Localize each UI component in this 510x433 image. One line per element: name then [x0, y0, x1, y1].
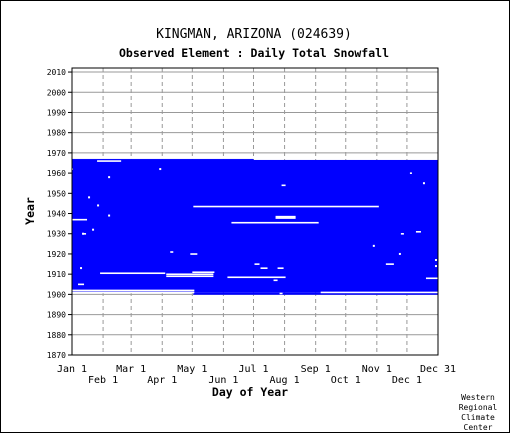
missing-segment — [279, 292, 283, 295]
missing-segment — [192, 271, 215, 274]
missing-segment — [275, 215, 296, 218]
missing-segment — [400, 233, 404, 235]
missing-segment — [275, 217, 296, 219]
missing-point — [159, 168, 162, 171]
missing-segment — [254, 263, 260, 265]
missing-segment — [409, 172, 412, 174]
missing-segment — [193, 205, 379, 208]
missing-point — [422, 182, 425, 185]
y-tick-label: 1960 — [47, 169, 66, 178]
missing-segment — [78, 283, 85, 286]
chart-subtitle: Observed Element : Daily Total Snowfall — [119, 46, 389, 60]
missing-segment — [385, 263, 394, 265]
missing-point — [92, 228, 95, 231]
x-tick-label: Aug 1 — [270, 375, 300, 386]
y-tick-label: 1930 — [47, 230, 66, 239]
missing-segment — [320, 291, 438, 294]
missing-segment — [227, 276, 286, 279]
x-tick-label: Dec 31 — [420, 364, 456, 375]
y-tick-label: 2010 — [47, 68, 66, 77]
missing-segment — [166, 273, 214, 276]
x-tick-label: Jun 1 — [208, 375, 238, 386]
missing-segment — [231, 221, 319, 224]
y-tick-label: 1910 — [47, 270, 66, 279]
missing-segment — [83, 233, 87, 235]
y-tick-label: 1980 — [47, 129, 66, 138]
missing-point — [88, 196, 91, 199]
x-tick-label: Jan 1 — [57, 364, 87, 375]
missing-segment — [100, 272, 166, 275]
x-tick-label: Oct 1 — [331, 375, 361, 386]
missing-segment — [415, 231, 421, 233]
missing-point — [80, 267, 83, 270]
missing-point — [97, 204, 100, 207]
data-block-main — [72, 159, 438, 293]
x-tick-label: Dec 1 — [392, 375, 422, 386]
missing-point — [434, 259, 437, 262]
y-tick-label: 1890 — [47, 311, 66, 320]
missing-point — [434, 265, 437, 268]
missing-segment — [273, 279, 278, 282]
x-tick-label: Apr 1 — [147, 375, 177, 386]
y-tick-label: 2000 — [47, 88, 66, 97]
missing-segment — [72, 218, 88, 221]
credit-line-1: Western — [461, 393, 495, 402]
missing-segment — [72, 291, 195, 294]
y-tick-label: 1970 — [47, 149, 66, 158]
missing-segment — [260, 267, 268, 269]
missing-segment — [170, 251, 174, 253]
missing-point — [398, 252, 401, 255]
x-tick-label: Nov 1 — [362, 364, 392, 375]
missing-segment — [425, 277, 438, 280]
x-tick-label: Jul 1 — [238, 364, 268, 375]
missing-segment — [190, 253, 198, 255]
y-tick-label: 1940 — [47, 210, 66, 219]
y-tick-label: 1900 — [47, 290, 66, 299]
missing-segment — [97, 160, 122, 162]
x-tick-label: Feb 1 — [88, 375, 118, 386]
missing-segment — [166, 275, 214, 278]
y-tick-label: 1920 — [47, 250, 66, 259]
chart-title: KINGMAN, ARIZONA (024639) — [156, 27, 352, 42]
y-tick-label: 1870 — [47, 351, 66, 360]
credit-line-2: Regional — [459, 403, 498, 412]
y-tick-label: 1880 — [47, 331, 66, 340]
missing-point — [372, 244, 375, 247]
missing-segment — [72, 168, 74, 170]
x-axis-label: Day of Year — [212, 385, 288, 399]
missing-point — [108, 176, 111, 179]
missing-point — [82, 232, 85, 235]
missing-segment — [277, 267, 284, 269]
y-tick-label: 1950 — [47, 189, 66, 198]
plot-border — [71, 67, 439, 356]
x-tick-label: May 1 — [177, 364, 207, 375]
missing-segment — [281, 184, 286, 187]
data-block-last-year — [72, 158, 254, 160]
credit-line-4: Center — [464, 423, 493, 432]
x-tick-label: Sep 1 — [301, 364, 331, 375]
y-axis-label: Year — [23, 197, 37, 225]
missing-segment — [72, 289, 195, 292]
y-tick-label: 1990 — [47, 108, 66, 117]
credit-line-3: Climate — [461, 413, 495, 422]
missing-point — [108, 214, 111, 217]
x-tick-label: Mar 1 — [116, 364, 146, 375]
data-block-first-year — [193, 292, 438, 295]
